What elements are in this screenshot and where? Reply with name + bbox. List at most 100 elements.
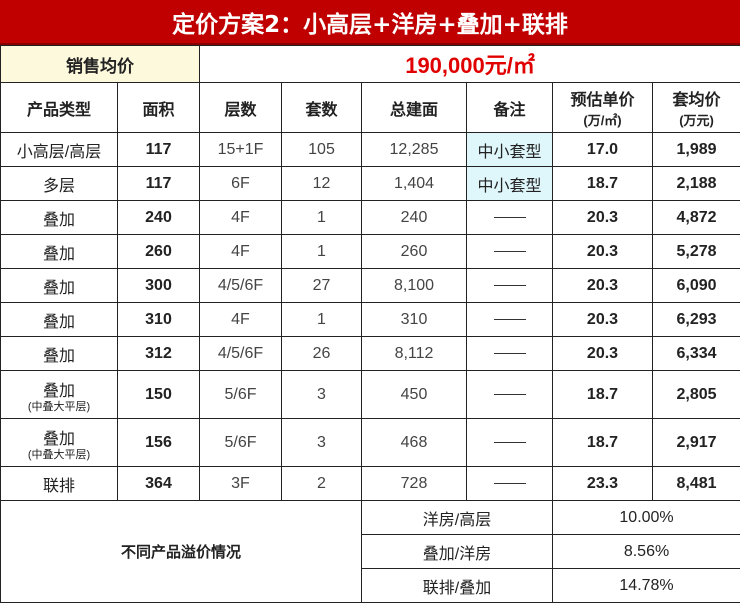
header-floors: 层数 [200, 83, 282, 133]
product-type: 联排 [43, 478, 75, 495]
product-type: 叠加 [43, 314, 75, 331]
product-type: 叠加 [1, 377, 117, 401]
premium-label: 不同产品溢价情况 [1, 501, 362, 603]
type-cell: 叠加 [1, 303, 118, 337]
total-area-cell: 8,112 [362, 337, 467, 371]
avg-price-cell: 8,481 [653, 467, 740, 501]
type-cell: 叠加 [1, 201, 118, 235]
area-cell: 310 [118, 303, 200, 337]
type-cell: 叠加(中叠大平层) [1, 419, 118, 467]
total-area-cell: 12,285 [362, 133, 467, 167]
product-type: 小高层/高层 [17, 144, 101, 161]
total-area-cell: 240 [362, 201, 467, 235]
premium-value: 8.56% [553, 535, 740, 569]
table-row: 多层 117 6F 12 1,404 中小套型 18.7 2,188 [1, 167, 740, 201]
product-type: 叠加 [43, 280, 75, 297]
floors-cell: 5/6F [200, 371, 282, 419]
floors-cell: 4F [200, 201, 282, 235]
header-unit-price-unit: (万/㎡) [553, 110, 652, 129]
total-area-cell: 260 [362, 235, 467, 269]
unit-price-cell: 20.3 [553, 201, 653, 235]
page-title: 定价方案2：小高层+洋房+叠加+联排 [0, 0, 740, 45]
note-cell [467, 337, 553, 371]
table-row: 叠加 310 4F 1 310 20.3 6,293 [1, 303, 740, 337]
premium-name: 叠加/洋房 [362, 535, 553, 569]
avg-price-value: 190,000元/㎡ [200, 46, 740, 83]
area-cell: 117 [118, 133, 200, 167]
avg-price-cell: 4,872 [653, 201, 740, 235]
product-subtype: (中叠大平层) [1, 401, 117, 413]
unit-price-cell: 18.7 [553, 167, 653, 201]
type-cell: 小高层/高层 [1, 133, 118, 167]
header-avg-label: 套均价 [653, 86, 740, 110]
total-area-cell: 728 [362, 467, 467, 501]
total-area-cell: 1,404 [362, 167, 467, 201]
avg-price-cell: 6,090 [653, 269, 740, 303]
floors-cell: 4/5/6F [200, 337, 282, 371]
avg-price-label: 销售均价 [1, 46, 200, 83]
table-row: 叠加(中叠大平层) 150 5/6F 3 450 18.7 2,805 [1, 371, 740, 419]
units-cell: 105 [282, 133, 362, 167]
premium-name: 洋房/高层 [362, 501, 553, 535]
unit-price-cell: 18.7 [553, 419, 653, 467]
table-row: 叠加 240 4F 1 240 20.3 4,872 [1, 201, 740, 235]
table-row: 小高层/高层 117 15+1F 105 12,285 中小套型 17.0 1,… [1, 133, 740, 167]
total-area-cell: 8,100 [362, 269, 467, 303]
header-avg-unit: (万元) [653, 110, 740, 129]
area-cell: 156 [118, 419, 200, 467]
unit-price-cell: 20.3 [553, 337, 653, 371]
table-row: 叠加 260 4F 1 260 20.3 5,278 [1, 235, 740, 269]
units-cell: 27 [282, 269, 362, 303]
floors-cell: 15+1F [200, 133, 282, 167]
header-area: 面积 [118, 83, 200, 133]
note-cell [467, 235, 553, 269]
header-type: 产品类型 [1, 83, 118, 133]
floors-cell: 5/6F [200, 419, 282, 467]
product-subtype: (中叠大平层) [1, 449, 117, 461]
unit-price-cell: 23.3 [553, 467, 653, 501]
product-type: 叠加 [1, 425, 117, 449]
avg-price-cell: 5,278 [653, 235, 740, 269]
units-cell: 2 [282, 467, 362, 501]
units-cell: 3 [282, 371, 362, 419]
note-cell [467, 201, 553, 235]
floors-cell: 4/5/6F [200, 269, 282, 303]
premium-value: 10.00% [553, 501, 740, 535]
type-cell: 叠加(中叠大平层) [1, 371, 118, 419]
table-row: 叠加 300 4/5/6F 27 8,100 20.3 6,090 [1, 269, 740, 303]
area-cell: 260 [118, 235, 200, 269]
type-cell: 叠加 [1, 269, 118, 303]
avg-price-cell: 2,188 [653, 167, 740, 201]
dash-mark [494, 353, 526, 354]
dash-mark [494, 319, 526, 320]
unit-price-cell: 20.3 [553, 235, 653, 269]
dash-mark [494, 217, 526, 218]
dash-mark [494, 251, 526, 252]
product-type: 多层 [43, 178, 75, 195]
floors-cell: 3F [200, 467, 282, 501]
floors-cell: 4F [200, 235, 282, 269]
note-cell: 中小套型 [467, 167, 553, 201]
area-cell: 150 [118, 371, 200, 419]
type-cell: 叠加 [1, 235, 118, 269]
units-cell: 3 [282, 419, 362, 467]
avg-price-row: 销售均价 190,000元/㎡ [1, 46, 740, 83]
header-note: 备注 [467, 83, 553, 133]
premium-name: 联排/叠加 [362, 569, 553, 603]
avg-price-cell: 2,805 [653, 371, 740, 419]
table-row: 叠加 312 4/5/6F 26 8,112 20.3 6,334 [1, 337, 740, 371]
header-units: 套数 [282, 83, 362, 133]
dash-mark [494, 442, 526, 443]
units-cell: 12 [282, 167, 362, 201]
product-type: 叠加 [43, 212, 75, 229]
header-avg: 套均价(万元) [653, 83, 740, 133]
area-cell: 117 [118, 167, 200, 201]
header-unit-price: 预估单价(万/㎡) [553, 83, 653, 133]
note-cell: 中小套型 [467, 133, 553, 167]
note-cell [467, 419, 553, 467]
header-unit-price-label: 预估单价 [553, 86, 652, 110]
premium-value: 14.78% [553, 569, 740, 603]
units-cell: 1 [282, 235, 362, 269]
avg-price-cell: 6,334 [653, 337, 740, 371]
avg-price-cell: 6,293 [653, 303, 740, 337]
